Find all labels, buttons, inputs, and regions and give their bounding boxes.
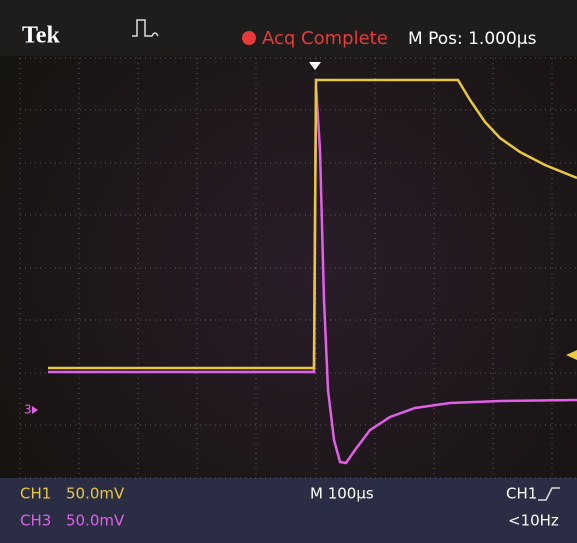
timebase: M 100µs [310,485,374,503]
display-background [0,0,577,543]
trigger-source: CH1 [506,485,537,503]
ch1-label: CH1 [20,485,51,503]
ch1-scale: 50.0mV [66,485,125,503]
brand: Tek [22,23,60,49]
ch3-scale: 50.0mV [66,512,125,530]
trigger-frequency: <10Hz [508,512,559,530]
acq-indicator [242,31,256,45]
acq-status: Acq Complete [262,28,388,49]
channel-marker: 3 [24,403,32,417]
oscilloscope-screen: Tek Acq Complete M Pos: 1.000µs 3 CH1 50… [0,0,577,543]
horizontal-position: M Pos: 1.000µs [408,29,537,49]
ch3-label: CH3 [20,512,51,530]
